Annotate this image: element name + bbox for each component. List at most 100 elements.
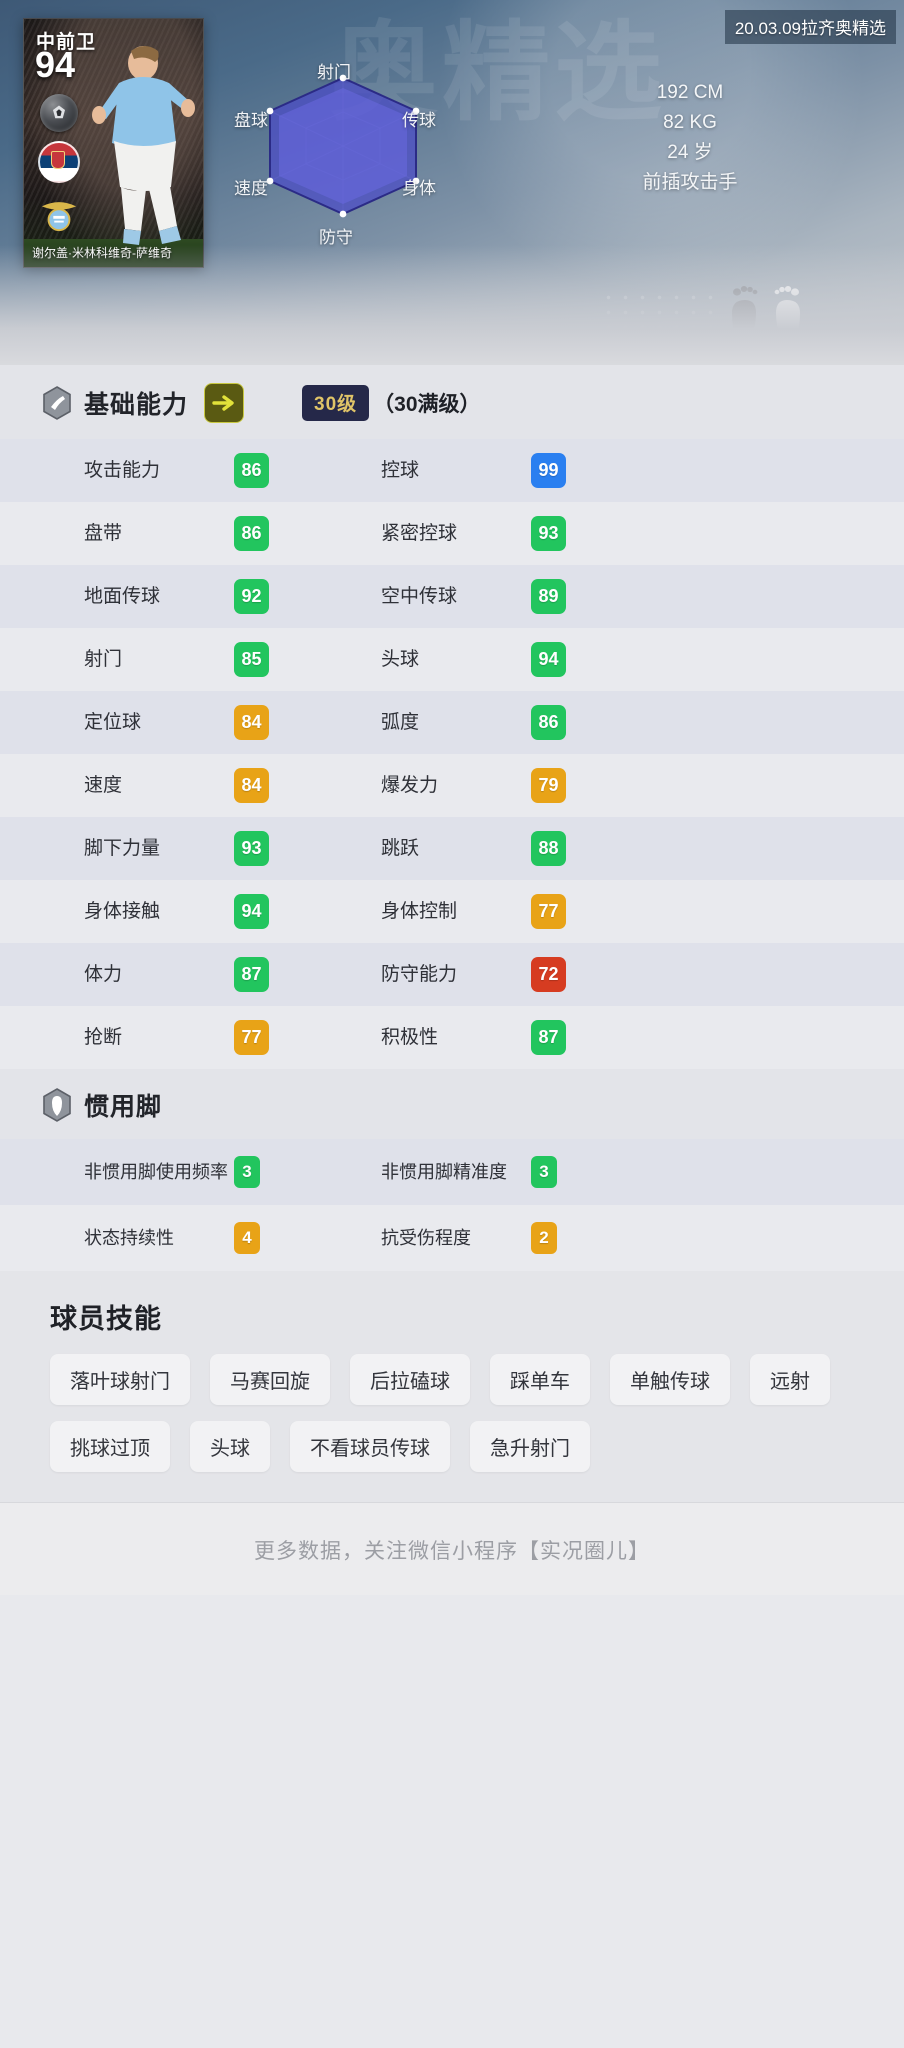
- radar-label-shooting: 射门: [317, 63, 351, 82]
- stat-value-badge: 72: [531, 957, 566, 992]
- stat-cell-left: 脚下力量 93: [84, 831, 269, 866]
- stat-label: 弧度: [381, 711, 420, 733]
- stat-cell-right: 紧密控球 93: [381, 516, 566, 551]
- stat-value-badge: 89: [531, 579, 566, 614]
- ability-radar-chart: 射门 传球 身体 防守 速度 盘球: [212, 36, 474, 256]
- table-row: 身体接触 94 身体控制 77: [0, 880, 904, 943]
- stat-cell-left: 盘带 86: [84, 516, 269, 551]
- player-card[interactable]: 中前卫 94 谢尔盖·米林科维奇-萨维奇: [23, 18, 204, 268]
- stat-cell-right: 防守能力 72: [381, 957, 566, 992]
- level-badge: 30级: [302, 385, 370, 421]
- stat-label: 攻击能力: [84, 459, 161, 481]
- stat-value-badge: 85: [234, 642, 269, 677]
- table-row: 脚下力量 93 跳跃 88: [0, 817, 904, 880]
- stat-label: 脚下力量: [84, 837, 161, 859]
- skill-chip[interactable]: 不看球员传球: [290, 1421, 450, 1472]
- radar-label-dribble: 盘球: [234, 111, 268, 130]
- skill-chip[interactable]: 踩单车: [490, 1354, 590, 1405]
- stat-cell-right: 爆发力 79: [381, 768, 566, 803]
- table-row: 速度 84 爆发力 79: [0, 754, 904, 817]
- stat-cell-right: 非惯用脚精准度 3: [381, 1156, 557, 1188]
- stat-value-badge: 86: [234, 516, 269, 551]
- stat-label: 防守能力: [381, 963, 458, 985]
- skill-chip[interactable]: 头球: [190, 1421, 270, 1472]
- stat-label: 空中传球: [381, 585, 458, 607]
- stat-label: 体力: [84, 963, 123, 985]
- stat-value-badge: 4: [234, 1222, 260, 1254]
- stat-value-badge: 88: [531, 831, 566, 866]
- table-row: 体力 87 防守能力 72: [0, 943, 904, 1006]
- skill-chip[interactable]: 挑球过顶: [50, 1421, 170, 1472]
- table-row: 非惯用脚使用频率 3 非惯用脚精准度 3: [0, 1139, 904, 1205]
- stat-label: 抗受伤程度: [381, 1227, 471, 1248]
- footer-divider: [0, 1502, 904, 1503]
- stat-label: 跳跃: [381, 837, 420, 859]
- stat-label: 紧密控球: [381, 522, 458, 544]
- stat-cell-left: 状态持续性 4: [84, 1222, 260, 1254]
- table-row: 定位球 84 弧度 86: [0, 691, 904, 754]
- stat-cell-left: 攻击能力 86: [84, 453, 269, 488]
- edition-tag: 20.03.09拉齐奥精选: [724, 10, 896, 44]
- stat-label: 状态持续性: [84, 1227, 174, 1248]
- table-row: 盘带 86 紧密控球 93: [0, 502, 904, 565]
- stat-cell-right: 控球 99: [381, 453, 566, 488]
- stat-label: 非惯用脚精准度: [381, 1161, 507, 1182]
- flag-crest-icon: [51, 151, 65, 169]
- stat-label: 爆发力: [381, 774, 439, 796]
- stat-label: 积极性: [381, 1026, 439, 1048]
- stat-cell-left: 身体接触 94: [84, 894, 269, 929]
- stat-value-badge: 94: [234, 894, 269, 929]
- stat-value-badge: 92: [234, 579, 269, 614]
- stat-label: 地面传球: [84, 585, 161, 607]
- table-row: 抢断 77 积极性 87: [0, 1006, 904, 1069]
- arrow-right-button[interactable]: [204, 383, 245, 423]
- stat-cell-right: 身体控制 77: [381, 894, 566, 929]
- section-title-strong-foot: 惯用脚: [84, 1093, 163, 1121]
- stat-label: 射门: [84, 648, 123, 670]
- section-header-basic-ability: 基础能力 30级 （30满级）: [0, 365, 904, 439]
- player-bio: 192 CM 82 KG 24 岁 前插攻击手: [490, 78, 890, 198]
- bio-age: 24 岁: [667, 142, 713, 163]
- player-photo: [92, 46, 195, 245]
- stat-cell-left: 速度 84: [84, 768, 269, 803]
- stat-label: 速度: [84, 774, 123, 796]
- skill-chip[interactable]: 远射: [750, 1354, 830, 1405]
- shoe-hex-icon: [43, 386, 71, 420]
- skill-chip-list: 落叶球射门 马赛回旋 后拉磕球 踩单车 单触传球 远射 挑球过顶 头球 不看球员…: [50, 1354, 862, 1472]
- basic-ability-rows: 攻击能力 86 控球 99 盘带 86 紧密控球 93 地面传球 92: [0, 439, 904, 1069]
- table-row: 攻击能力 86 控球 99: [0, 439, 904, 502]
- stat-label: 身体接触: [84, 900, 161, 922]
- stat-value-badge: 84: [234, 705, 269, 740]
- card-rating: 94: [35, 44, 76, 85]
- stat-label: 定位球: [84, 711, 142, 733]
- stat-value-badge: 86: [234, 453, 269, 488]
- radar-label-speed: 速度: [234, 179, 268, 198]
- stat-label: 头球: [381, 648, 420, 670]
- stat-value-badge: 2: [531, 1222, 557, 1254]
- radar-label-passing: 传球: [402, 111, 436, 130]
- stat-cell-left: 射门 85: [84, 642, 269, 677]
- skill-chip[interactable]: 急升射门: [470, 1421, 590, 1472]
- arrow-right-icon: [212, 395, 234, 411]
- stat-label: 盘带: [84, 522, 123, 544]
- stat-value-badge: 84: [234, 768, 269, 803]
- footer-note: 更多数据，关注微信小程序【实况圈儿】: [0, 1503, 904, 1595]
- stat-value-badge: 3: [234, 1156, 260, 1188]
- stat-label: 身体控制: [381, 900, 458, 922]
- stat-label: 非惯用脚使用频率: [84, 1161, 228, 1182]
- hero-fade: [0, 245, 904, 365]
- skill-chip[interactable]: 落叶球射门: [50, 1354, 190, 1405]
- stat-cell-right: 空中传球 89: [381, 579, 566, 614]
- lazio-crest-icon: [41, 202, 77, 232]
- section-title-basic-ability: 基础能力: [84, 391, 189, 419]
- section-header-strong-foot: 惯用脚: [0, 1069, 904, 1139]
- skill-chip[interactable]: 后拉磕球: [350, 1354, 470, 1405]
- bio-weight: 82 KG: [663, 112, 717, 133]
- skill-chip[interactable]: 单触传球: [610, 1354, 730, 1405]
- stat-cell-right: 抗受伤程度 2: [381, 1222, 557, 1254]
- foot-hex-icon: [43, 1088, 71, 1122]
- stat-cell-left: 地面传球 92: [84, 579, 269, 614]
- level-note: （30满级）: [373, 393, 481, 416]
- skill-chip[interactable]: 马赛回旋: [210, 1354, 330, 1405]
